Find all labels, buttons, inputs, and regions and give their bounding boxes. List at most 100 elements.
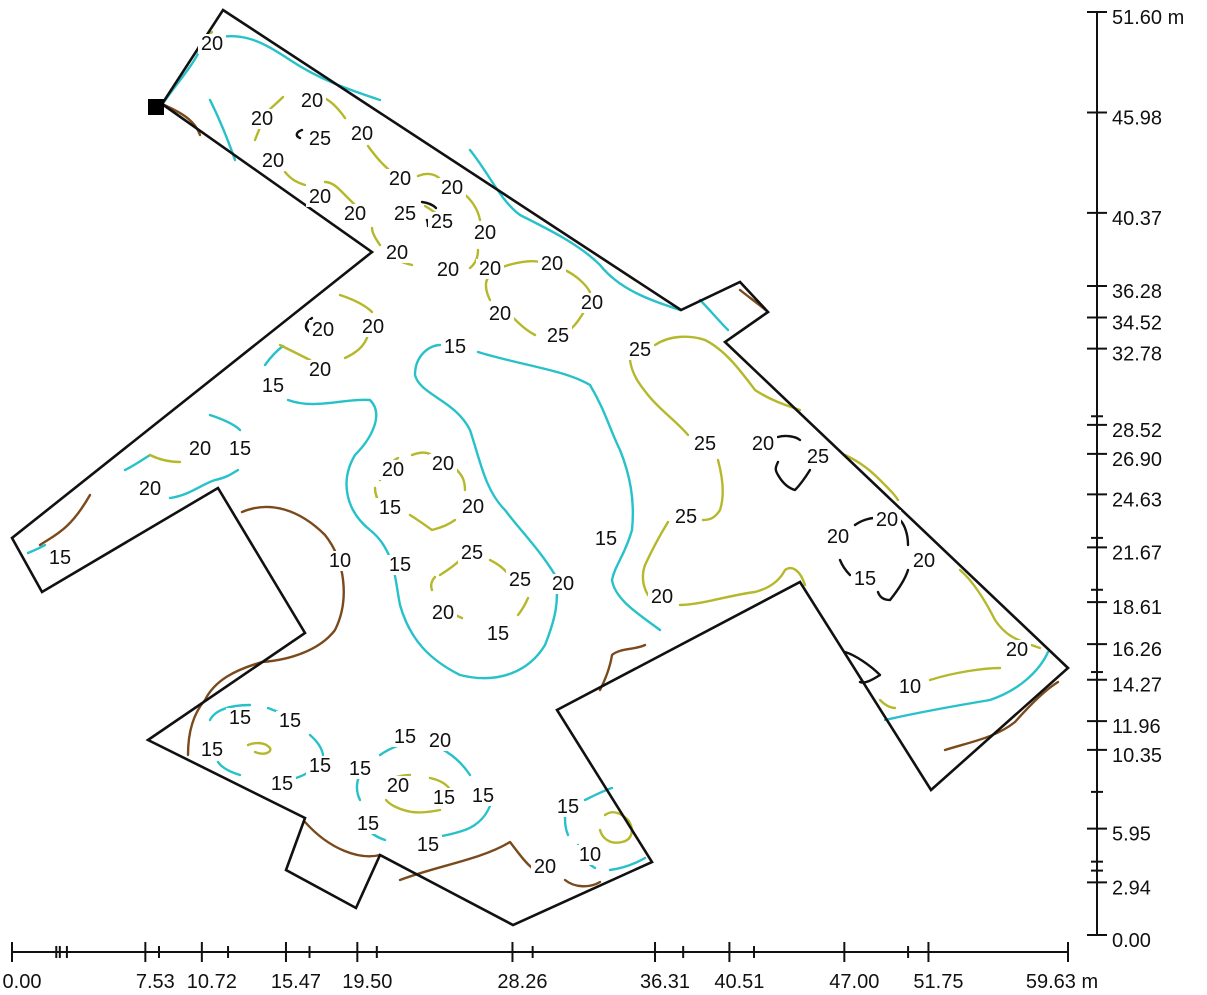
contour-label-bg (538, 254, 566, 274)
contour-label: 20 (534, 856, 556, 878)
contour-label-bg (391, 204, 419, 224)
contour-label: 20 (429, 730, 451, 752)
contour-label: 20 (139, 478, 161, 500)
contour-label: 20 (441, 177, 463, 199)
x-tick-label: 51.75 (913, 971, 963, 993)
x-tick-label: 10.72 (187, 971, 237, 993)
contour-line-20 (958, 568, 1042, 650)
contour-label: 20 (201, 33, 223, 55)
contour-line-25 (774, 434, 812, 492)
contour-label-bg (384, 776, 412, 796)
contour-line-20 (678, 566, 807, 607)
contour-label-bg (386, 169, 414, 189)
contour-label: 15 (271, 773, 293, 795)
contour-label-bg (306, 360, 334, 380)
contour-label-bg (136, 479, 164, 499)
contour-label: 15 (394, 726, 416, 748)
contour-label-bg (471, 223, 499, 243)
contour-line-10 (598, 643, 647, 692)
contour-label-bg (298, 91, 326, 111)
contour-label: 15 (417, 834, 439, 856)
contour-label-bg (426, 731, 454, 751)
contour-line-15 (476, 350, 662, 632)
contour-group-10 (38, 102, 1060, 888)
contour-label: 15 (487, 623, 509, 645)
contour-label-bg (306, 187, 334, 207)
y-tick-label: 14.27 (1112, 675, 1162, 697)
contour-label-bg (348, 124, 376, 144)
y-tick-label: 51.60 m (1112, 7, 1184, 29)
contour-label: 15 (309, 755, 331, 777)
contour-label: 15 (279, 710, 301, 732)
contour-label-bg (458, 543, 486, 563)
contour-line-10 (240, 505, 345, 664)
corner-marker (148, 99, 164, 115)
contour-label-bg (486, 304, 514, 324)
contour-label-bg (873, 510, 901, 530)
contour-label: 15 (229, 438, 251, 460)
y-tick-label: 0.00 (1112, 930, 1151, 952)
contour-label: 20 (876, 509, 898, 531)
contour-label: 20 (351, 123, 373, 145)
contour-label: 20 (189, 438, 211, 460)
contour-label-bg (476, 259, 504, 279)
contour-label: 20 (309, 186, 331, 208)
y-tick-label: 28.52 (1112, 420, 1162, 442)
contour-label-bg (376, 498, 404, 518)
contour-label-bg (354, 814, 382, 834)
contour-label: 20 (752, 433, 774, 455)
contour-label: 20 (432, 602, 454, 624)
contour-label-bg (554, 797, 582, 817)
y-tick-label: 18.61 (1112, 597, 1162, 619)
contour-label-bg (459, 497, 487, 517)
y-tick-label: 5.95 (1112, 824, 1151, 846)
contour-label-bg (379, 460, 407, 480)
contour-line-20 (628, 335, 802, 437)
contour-label: 20 (301, 90, 323, 112)
y-tick-label: 11.96 (1112, 716, 1161, 738)
contour-label: 20 (387, 775, 409, 797)
contour-label: 15 (595, 528, 617, 550)
contour-label-bg (691, 434, 719, 454)
contour-label: 20 (262, 150, 284, 172)
contour-label-bg (910, 551, 938, 571)
contour-line-25 (838, 516, 910, 602)
contour-label-bg (592, 529, 620, 549)
contour-line-20 (843, 453, 900, 502)
contour-label: 20 (552, 573, 574, 595)
y-tick-label: 10.35 (1112, 745, 1162, 767)
contour-label-bg (309, 320, 337, 340)
contour-label: 20 (437, 259, 459, 281)
contour-label: 25 (394, 203, 416, 225)
contour-line-10 (38, 493, 92, 547)
contour-label-bg (484, 624, 512, 644)
contour-label-bg (276, 711, 304, 731)
contour-label: 15 (444, 336, 466, 358)
contour-label-bg (268, 774, 296, 794)
contour-label: 20 (251, 108, 273, 130)
contour-labels: 20 20 20 25 20 20 20 20 20 25 25 20 20 20 20 20 20 20 20 25… (46, 33, 1031, 878)
contour-label-bg (186, 439, 214, 459)
contour-label: 20 (432, 453, 454, 475)
y-axis: 51.60 m 45.98 40.37 36.28 34.52 32.78 28.52 26.… (1087, 7, 1184, 952)
contour-label: 10 (899, 676, 921, 698)
contour-label-bg (824, 527, 852, 547)
y-tick-label: 45.98 (1112, 108, 1162, 130)
contour-line-15 (203, 34, 382, 102)
contour-label: 20 (913, 550, 935, 572)
contour-line-10 (563, 878, 602, 888)
contour-label-bg (434, 260, 462, 280)
contour-line-20 (598, 811, 634, 844)
contour-label: 25 (807, 446, 829, 468)
contour-label: 15 (433, 787, 455, 809)
contour-label: 15 (472, 785, 494, 807)
contour-label: 20 (479, 258, 501, 280)
contour-label: 20 (581, 292, 603, 314)
contour-label: 20 (489, 303, 511, 325)
contour-label-bg (428, 212, 456, 232)
contour-line-15 (208, 413, 242, 432)
contour-line-25 (295, 128, 304, 140)
x-tick-label: 59.63 m (1026, 971, 1098, 993)
contour-label-bg (306, 756, 334, 776)
contour-line-10 (303, 820, 382, 858)
